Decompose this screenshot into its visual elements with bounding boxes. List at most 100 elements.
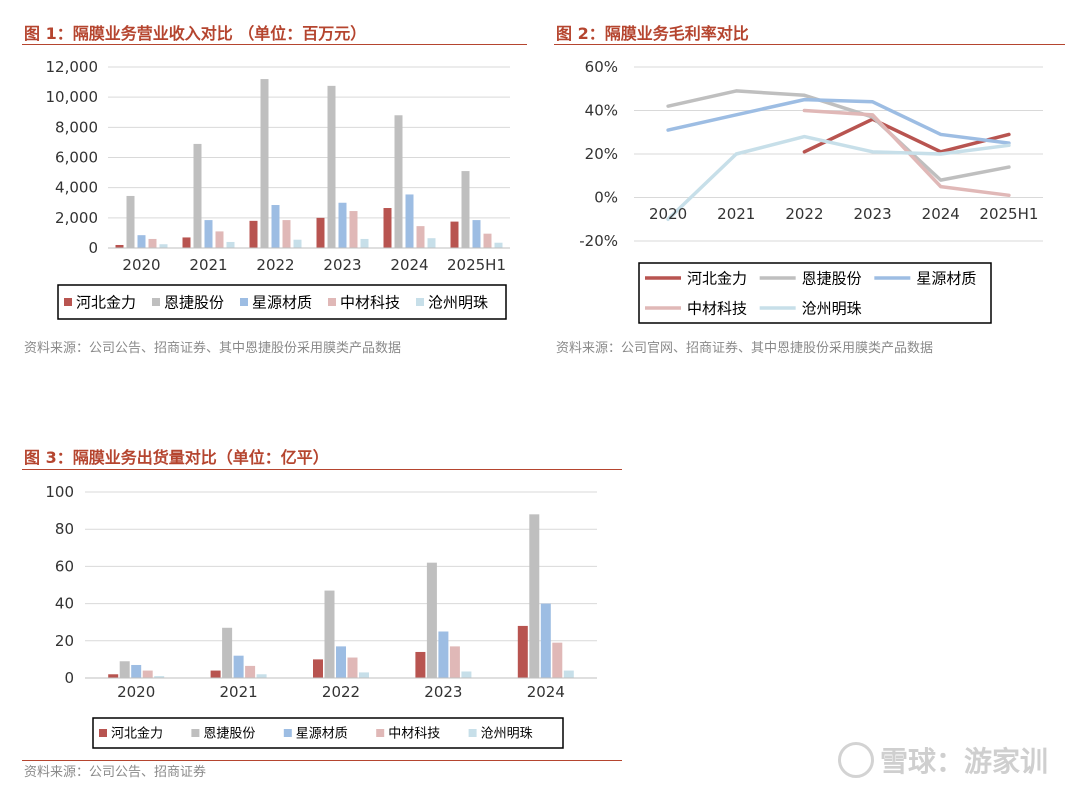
legend-label-中材科技: 中材科技 bbox=[340, 294, 400, 312]
legend-marker-中材科技 bbox=[328, 298, 336, 306]
bar-沧州明珠-2020 bbox=[159, 244, 168, 248]
x-tick-label: 2023 bbox=[323, 256, 361, 274]
y-tick-label: -20% bbox=[579, 232, 618, 250]
bar-中材科技-2024 bbox=[552, 642, 563, 678]
x-tick-label: 2023 bbox=[424, 683, 462, 701]
y-tick-label: 0 bbox=[88, 239, 98, 257]
y-tick-label: 0 bbox=[64, 669, 74, 687]
bar-河北金力-2022 bbox=[313, 659, 323, 678]
bar-星源材质-2024 bbox=[405, 194, 414, 248]
legend-box bbox=[92, 717, 564, 749]
y-tick-label: 6,000 bbox=[55, 149, 98, 167]
x-tick-label: 2021 bbox=[717, 205, 755, 223]
series-line-沧州明珠 bbox=[666, 134, 1011, 221]
legend-marker-沧州明珠 bbox=[416, 298, 424, 306]
legend-label-中材科技: 中材科技 bbox=[388, 727, 440, 742]
bar-中材科技-2020 bbox=[148, 238, 157, 248]
y-tick-label: 0% bbox=[594, 189, 618, 207]
bar-星源材质-2021 bbox=[204, 220, 213, 248]
bar-沧州明珠-2023 bbox=[461, 671, 472, 678]
series-line-星源材质 bbox=[666, 97, 1011, 145]
y-tick-label: 80 bbox=[55, 520, 74, 538]
bar-恩捷股份-2025H1 bbox=[461, 171, 470, 248]
x-tick-label: 2024 bbox=[390, 256, 428, 274]
bar-星源材质-2022 bbox=[336, 646, 346, 678]
bar-河北金力-2020 bbox=[108, 674, 119, 678]
legend-label-恩捷股份: 恩捷股份 bbox=[203, 727, 255, 742]
y-tick-label: 60 bbox=[55, 557, 74, 575]
x-tick-label: 2024 bbox=[527, 683, 565, 701]
y-tick-label: 12,000 bbox=[46, 58, 99, 76]
bar-沧州明珠-2021 bbox=[256, 674, 267, 678]
x-tick-label: 2025H1 bbox=[447, 256, 506, 274]
bar-沧州明珠-2024 bbox=[563, 670, 574, 678]
legend-label-河北金力: 河北金力 bbox=[687, 270, 747, 288]
bar-河北金力-2024 bbox=[383, 208, 392, 248]
legend-label-星源材质: 星源材质 bbox=[916, 270, 976, 288]
legend-label-中材科技: 中材科技 bbox=[687, 300, 747, 318]
legend-marker-星源材质 bbox=[240, 298, 248, 306]
bar-恩捷股份-2022 bbox=[324, 590, 335, 678]
legend-label-恩捷股份: 恩捷股份 bbox=[802, 270, 862, 288]
y-tick-label: 4,000 bbox=[55, 179, 98, 197]
bar-星源材质-2023 bbox=[438, 631, 449, 678]
x-tick-label: 2022 bbox=[322, 683, 360, 701]
bar-中材科技-2021 bbox=[245, 665, 256, 678]
figure-3-bottom-rule bbox=[22, 760, 622, 761]
snowball-logo-icon bbox=[837, 742, 874, 778]
y-tick-label: 8,000 bbox=[55, 118, 98, 136]
x-tick-label: 2022 bbox=[256, 256, 294, 274]
x-tick-label: 2020 bbox=[122, 256, 160, 274]
bar-沧州明珠-2021 bbox=[226, 241, 235, 248]
bar-中材科技-2025H1 bbox=[483, 233, 492, 248]
bar-河北金力-2023 bbox=[316, 217, 325, 248]
figure-2-source: 资料来源：公司官网、招商证券、其中恩捷股份采用膜类产品数据 bbox=[556, 341, 934, 356]
x-tick-label: 2021 bbox=[189, 256, 227, 274]
legend-box bbox=[638, 262, 992, 324]
bar-沧州明珠-2025H1 bbox=[494, 242, 503, 248]
series-line-中材科技 bbox=[802, 108, 1011, 198]
legend-label-沧州明珠: 沧州明珠 bbox=[802, 300, 862, 318]
figure-1-title: 图 1：隔膜业务营业收入对比 （单位：百万元） bbox=[24, 24, 367, 43]
bar-恩捷股份-2022 bbox=[260, 79, 269, 248]
bar-河北金力-2020 bbox=[115, 244, 124, 248]
y-tick-label: 10,000 bbox=[46, 88, 99, 106]
bar-沧州明珠-2022 bbox=[293, 239, 302, 248]
legend-label-河北金力: 河北金力 bbox=[111, 726, 163, 742]
bar-星源材质-2020 bbox=[131, 664, 142, 678]
figure-1-rule bbox=[22, 44, 527, 45]
x-tick-label: 2020 bbox=[117, 683, 155, 701]
legend-label-沧州明珠: 沧州明珠 bbox=[481, 726, 533, 742]
y-tick-label: 60% bbox=[585, 58, 618, 76]
bar-沧州明珠-2023 bbox=[360, 238, 369, 248]
bar-星源材质-2025H1 bbox=[472, 220, 481, 248]
bar-中材科技-2021 bbox=[215, 231, 224, 248]
legend-box bbox=[57, 284, 507, 320]
bar-恩捷股份-2024 bbox=[394, 115, 403, 249]
bar-中材科技-2023 bbox=[449, 646, 460, 678]
bar-恩捷股份-2021 bbox=[222, 627, 233, 678]
y-tick-label: 40 bbox=[55, 595, 74, 613]
bar-星源材质-2021 bbox=[233, 655, 244, 678]
bar-恩捷股份-2021 bbox=[193, 143, 202, 248]
bar-恩捷股份-2023 bbox=[327, 85, 336, 249]
bar-星源材质-2024 bbox=[540, 603, 551, 678]
x-tick-label: 2024 bbox=[922, 205, 960, 223]
bar-星源材质-2022 bbox=[271, 205, 280, 248]
bar-河北金力-2023 bbox=[415, 651, 426, 678]
figure-3-title: 图 3：隔膜业务出货量对比（单位：亿平） bbox=[24, 448, 329, 467]
bar-沧州明珠-2022 bbox=[359, 672, 369, 678]
legend-marker-中材科技 bbox=[376, 729, 385, 737]
bar-沧州明珠-2020 bbox=[154, 676, 165, 678]
watermark-text: 雪球：游家训 bbox=[879, 745, 1048, 778]
y-tick-label: 20% bbox=[585, 145, 618, 163]
figure-2-rule bbox=[554, 44, 1065, 45]
bar-河北金力-2024 bbox=[517, 625, 528, 678]
series-line-河北金力 bbox=[802, 117, 1011, 154]
x-tick-label: 2022 bbox=[785, 205, 823, 223]
bar-星源材质-2023 bbox=[338, 202, 347, 248]
bar-恩捷股份-2024 bbox=[529, 514, 540, 678]
x-tick-label: 2023 bbox=[853, 205, 891, 223]
